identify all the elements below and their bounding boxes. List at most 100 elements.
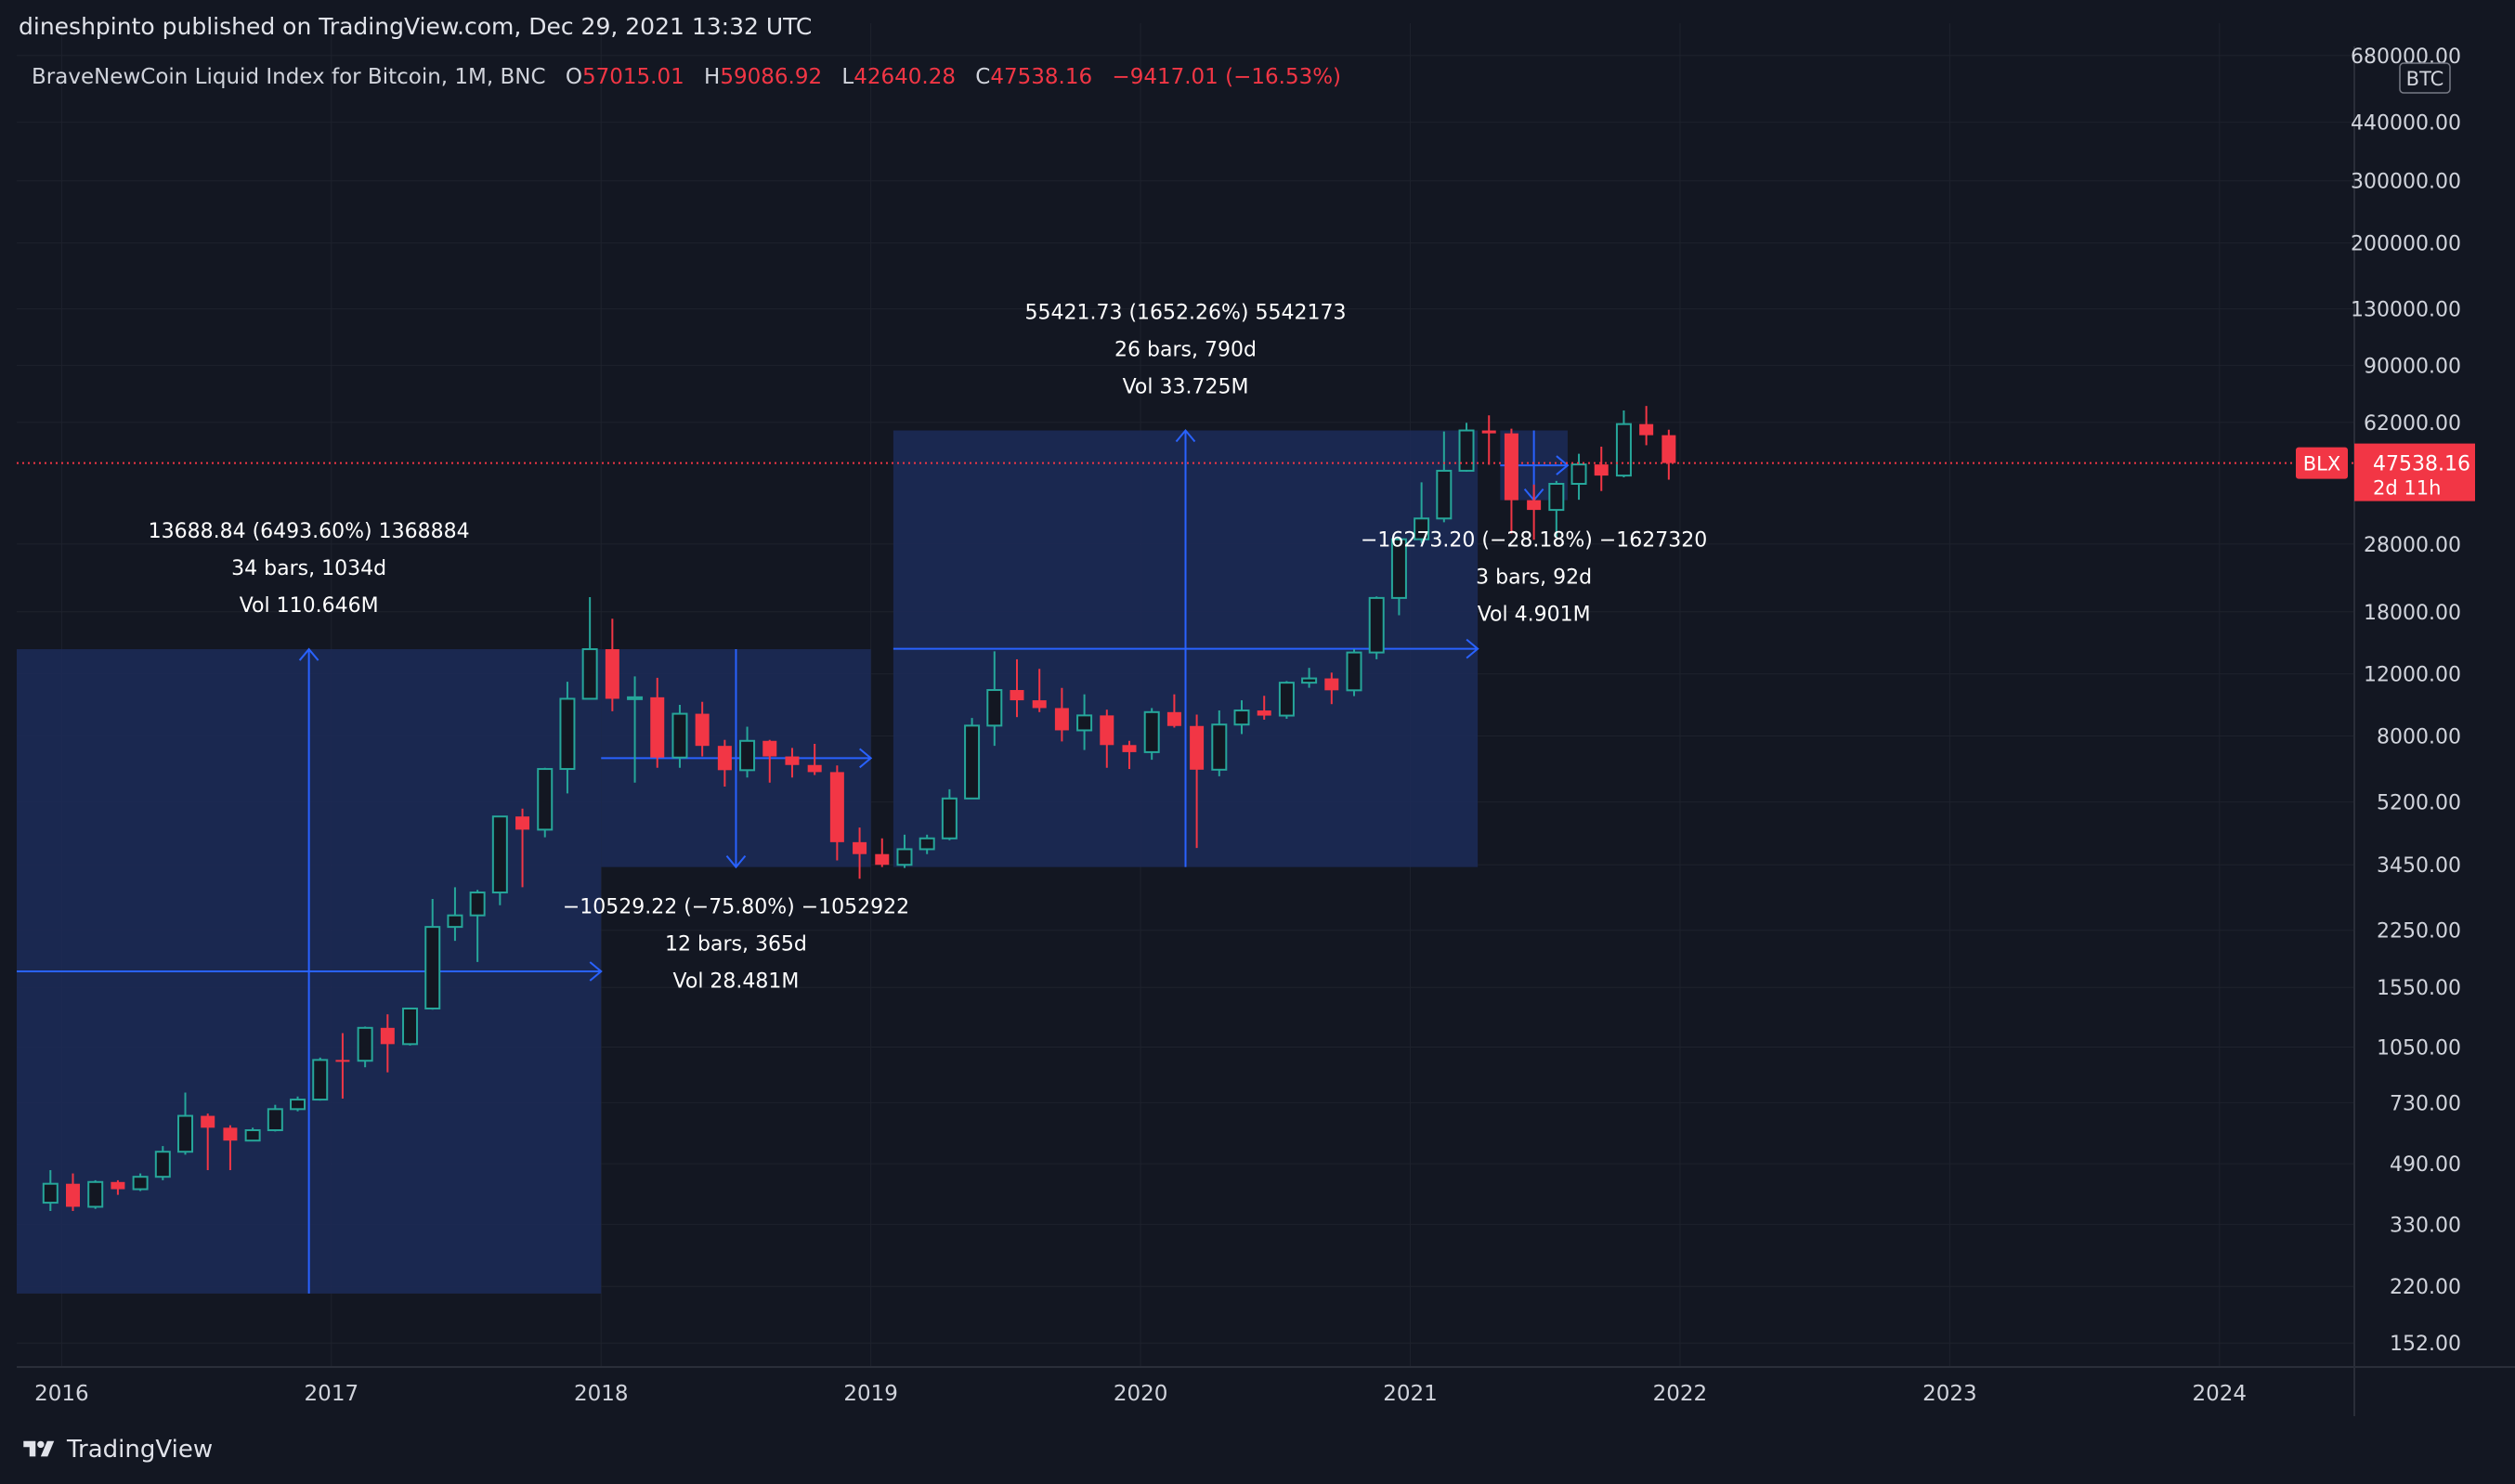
candle-body xyxy=(853,841,867,854)
high-label: H xyxy=(704,65,721,89)
candle-body xyxy=(919,837,935,851)
low-label: L xyxy=(841,65,854,89)
candle-body xyxy=(111,1181,125,1190)
candle-body xyxy=(1166,711,1181,726)
candle xyxy=(1076,694,1093,750)
measure-arrow-horizontal xyxy=(1556,455,1570,475)
candle xyxy=(335,1033,350,1099)
time-tick-label: 2020 xyxy=(1114,1382,1168,1406)
price-tick-label: 152.00 xyxy=(2390,1333,2461,1356)
candle xyxy=(537,767,554,838)
candle-body xyxy=(1548,483,1565,512)
candle xyxy=(87,1179,104,1209)
candle-body xyxy=(66,1183,81,1207)
candle xyxy=(201,1113,215,1171)
measure-arrow-horizontal xyxy=(589,961,603,982)
candle-body xyxy=(1368,596,1385,654)
candle-body xyxy=(1458,429,1475,472)
price-tick-label: 440000.00 xyxy=(2351,112,2461,136)
candle xyxy=(491,815,508,905)
candle-body xyxy=(807,764,822,773)
time-tick-label: 2016 xyxy=(34,1382,89,1406)
close-label: C xyxy=(975,65,991,89)
candle-body xyxy=(1527,500,1542,511)
candle xyxy=(223,1125,238,1171)
candle-body xyxy=(1346,651,1362,692)
candle xyxy=(829,765,844,861)
candle-body xyxy=(1301,677,1318,684)
symbol-legend: BraveNewCoin Liquid Index for Bitcoin, 1… xyxy=(32,65,1341,89)
candle xyxy=(1346,649,1362,696)
candle xyxy=(380,1014,395,1073)
candle xyxy=(1010,658,1024,718)
candle-body xyxy=(559,697,576,771)
candle xyxy=(853,827,867,879)
candle-body xyxy=(537,768,554,831)
candle-body xyxy=(875,853,890,866)
candle-body xyxy=(201,1115,215,1128)
candle xyxy=(1548,480,1565,538)
change-value: −9417.01 (−16.53%) xyxy=(1112,65,1342,89)
candle-body xyxy=(244,1129,261,1142)
candle xyxy=(739,726,756,778)
candle xyxy=(357,1026,373,1068)
candle xyxy=(1054,687,1069,742)
candle xyxy=(605,618,619,711)
price-tick-label: 130000.00 xyxy=(2351,299,2461,322)
candle xyxy=(941,788,958,840)
measure-label-line: 3 bars, 92d xyxy=(1476,566,1592,590)
candle xyxy=(1481,415,1496,465)
time-axis: 2016 2017 2018 2019 2020 2021 2022 2023 2024 xyxy=(34,1382,2247,1406)
candle xyxy=(650,677,665,768)
candle-body xyxy=(42,1182,59,1204)
price-tick-label: 300000.00 xyxy=(2351,171,2461,194)
candle-body xyxy=(177,1114,194,1153)
candle-body xyxy=(762,740,777,757)
candle-body xyxy=(515,816,530,830)
candle-body xyxy=(964,724,981,800)
candle-body xyxy=(785,756,800,765)
candle xyxy=(896,834,913,868)
price-tick-label: 5200.00 xyxy=(2377,792,2461,815)
candle-body xyxy=(1257,710,1271,716)
price-tick-label: 8000.00 xyxy=(2377,726,2461,749)
candle xyxy=(132,1173,149,1191)
candle-body xyxy=(1570,463,1587,486)
candle xyxy=(671,705,688,768)
candle xyxy=(581,597,598,700)
measure-label-line: Vol 28.481M xyxy=(673,970,800,994)
candle-body xyxy=(491,815,508,894)
measure-arrow-vertical xyxy=(298,647,319,661)
candle xyxy=(1570,453,1587,501)
price-tick-label: 220.00 xyxy=(2390,1276,2461,1299)
candle-body xyxy=(717,746,732,771)
price-tick-label: 12000.00 xyxy=(2364,664,2461,687)
measure-label-line: 34 bars, 1034d xyxy=(231,557,386,580)
candle xyxy=(919,834,935,854)
measure-label-line: 13688.84 (6493.60%) 1368884 xyxy=(149,520,470,543)
candle-body xyxy=(1233,709,1250,726)
high-value: 59086.92 xyxy=(720,65,823,89)
candle xyxy=(1414,482,1430,543)
candle xyxy=(1324,672,1339,705)
publish-attribution: dineshpinto published on TradingView.com… xyxy=(19,13,813,40)
pane-borders xyxy=(17,46,2515,1416)
candle-body xyxy=(581,648,598,700)
price-tick-label: 330.00 xyxy=(2390,1214,2461,1237)
tradingview-brand[interactable]: TradingView xyxy=(19,1436,213,1464)
candle-body xyxy=(739,739,756,772)
measure-label-line: Vol 33.725M xyxy=(1123,376,1249,399)
candle xyxy=(964,718,981,800)
candle xyxy=(717,739,732,787)
candle-body xyxy=(671,712,688,759)
candle-body xyxy=(1054,708,1069,731)
candle xyxy=(1122,740,1137,770)
candle xyxy=(559,682,576,794)
candle xyxy=(627,676,644,783)
candle-body xyxy=(1661,435,1676,463)
candle xyxy=(42,1170,59,1212)
candles xyxy=(42,406,1676,1212)
candle-body xyxy=(1032,700,1047,709)
